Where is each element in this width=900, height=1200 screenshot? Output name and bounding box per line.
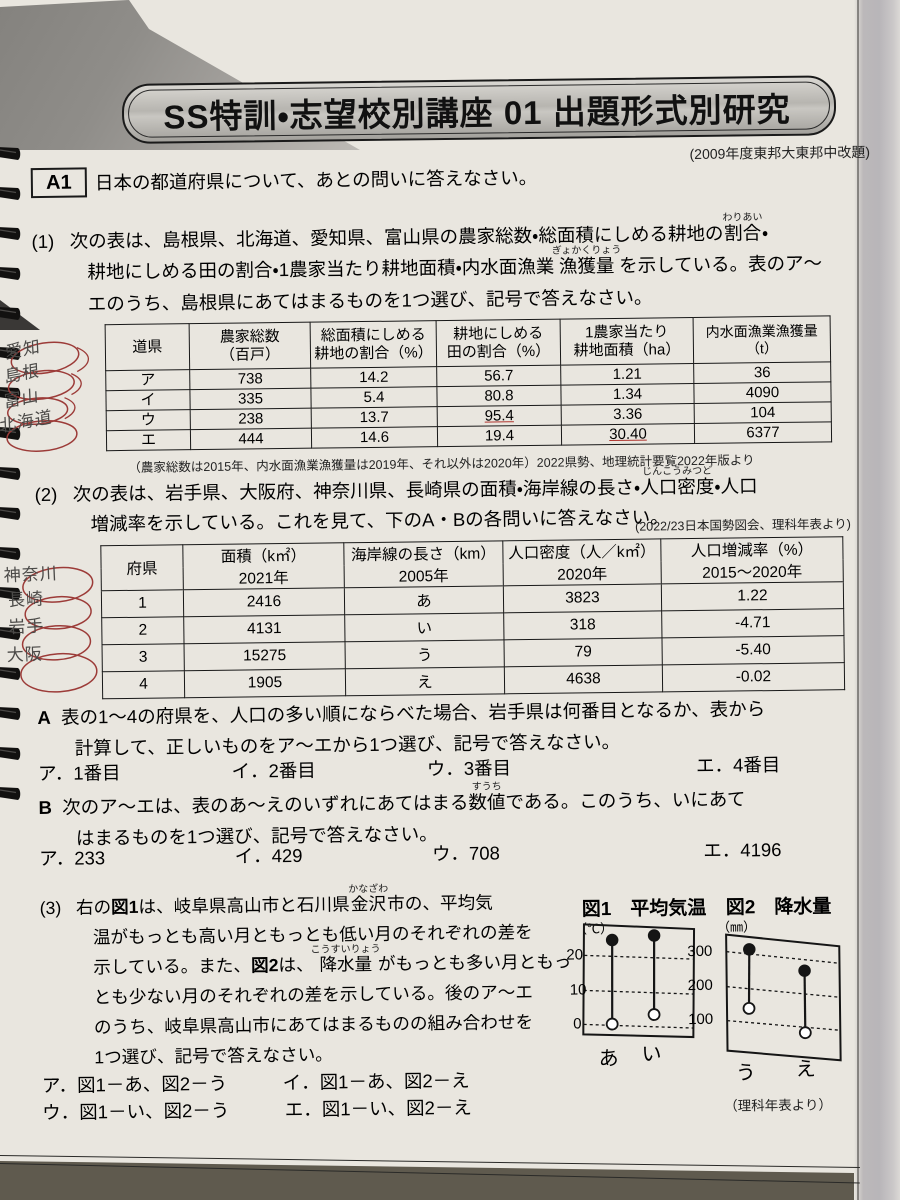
svg-text:100: 100 <box>688 1011 713 1028</box>
svg-text:200: 200 <box>688 977 713 994</box>
svg-text:0: 0 <box>573 1015 582 1032</box>
svg-text:10: 10 <box>570 981 587 998</box>
svg-text:20: 20 <box>566 946 583 963</box>
svg-text:300: 300 <box>687 943 712 960</box>
